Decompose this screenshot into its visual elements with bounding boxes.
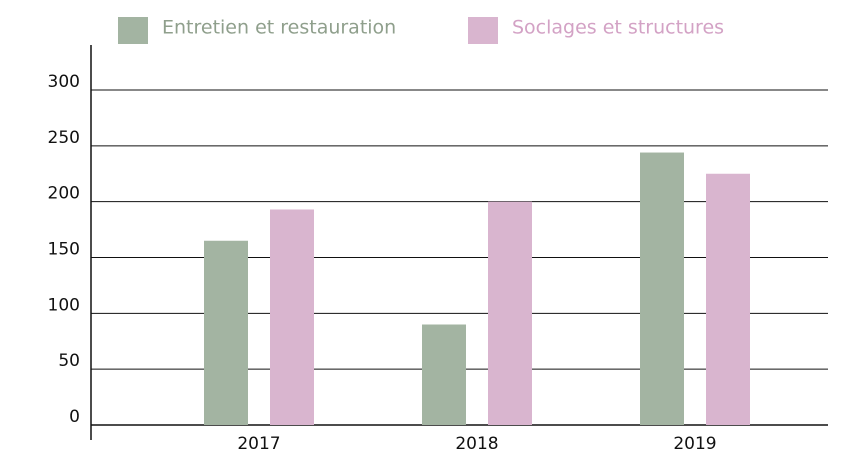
legend-label: Entretien et restauration [162, 17, 396, 39]
y-tick-label: 300 [48, 72, 80, 92]
bar [204, 240, 248, 425]
y-tick-label: 150 [48, 240, 80, 260]
y-tick-label: 250 [48, 128, 80, 148]
bar [488, 201, 532, 425]
y-tick-label: 100 [48, 295, 80, 315]
x-tick-label: 2018 [455, 434, 498, 454]
y-tick-label: 200 [48, 184, 80, 204]
x-tick-label: 2019 [673, 434, 716, 454]
bar [640, 152, 684, 426]
bar [706, 173, 750, 425]
legend-swatch [468, 17, 498, 44]
bar [422, 324, 466, 425]
y-tick-label: 0 [69, 407, 80, 427]
legend-label: Soclages et structures [512, 17, 724, 39]
y-tick-label: 50 [58, 351, 80, 371]
x-tick-label: 2017 [237, 434, 280, 454]
bar [270, 209, 314, 425]
legend-swatch [118, 17, 148, 44]
